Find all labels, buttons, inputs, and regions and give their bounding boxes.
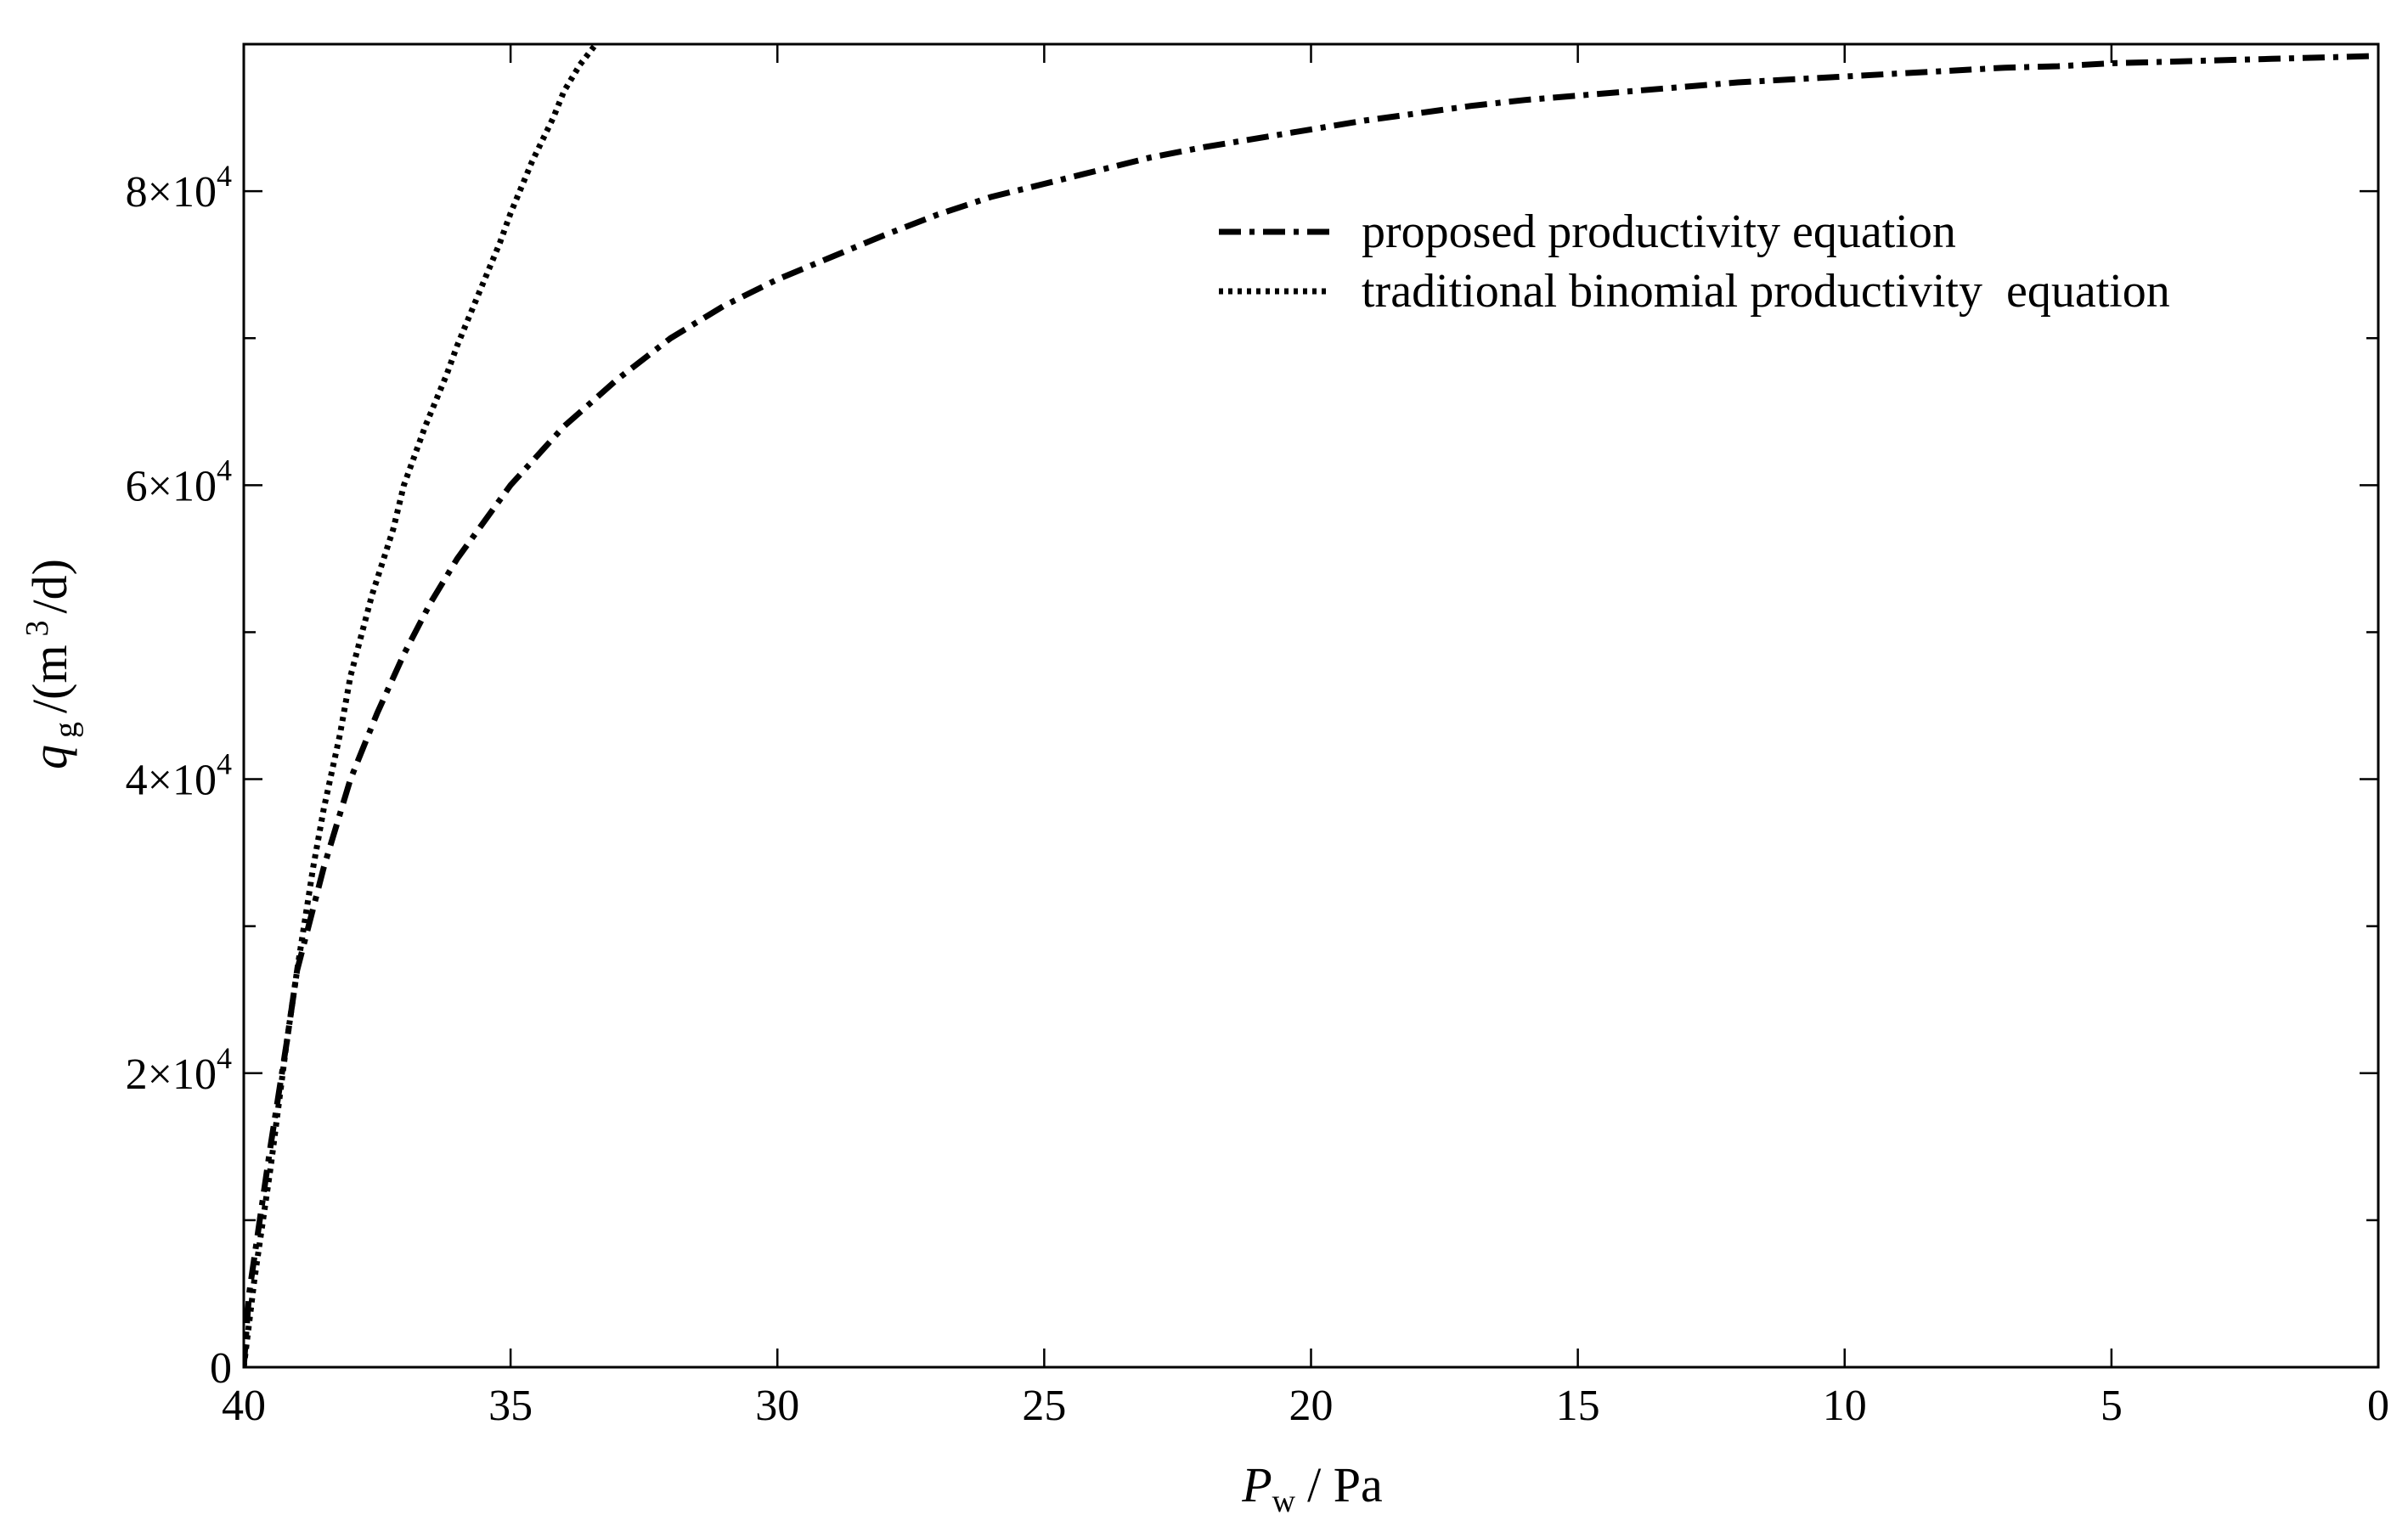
series-group <box>244 44 2378 1367</box>
x-tick-label: 30 <box>755 1382 799 1430</box>
series-line-proposed <box>244 53 2378 1367</box>
y-tick-label: 6×104 <box>126 453 232 510</box>
x-tick-label: 0 <box>2367 1382 2389 1430</box>
x-axis-var: P <box>1241 1457 1272 1512</box>
y-tick-label: 4×104 <box>126 747 232 805</box>
y-tick-label: 0 <box>210 1344 232 1393</box>
legend: proposed productivity equation tradition… <box>1219 206 2170 318</box>
tick-labels: 40 35 30 25 20 15 10 5 0 0 2×104 4×104 6×104 8×104 <box>126 159 2389 1430</box>
ticks <box>242 44 2380 1369</box>
x-tick-label: 20 <box>1289 1382 1334 1430</box>
legend-label-traditional: traditional binomial productivity equati… <box>1362 265 2170 318</box>
y-axis-unit-sup: 3 <box>20 620 55 636</box>
y-axis-unit-post: /d) <box>22 559 77 613</box>
x-tick-label: 35 <box>488 1382 533 1430</box>
x-axis-sub: w <box>1272 1484 1296 1519</box>
x-tick-label: 15 <box>1556 1382 1600 1430</box>
x-tick-label: 5 <box>2101 1382 2123 1430</box>
y-tick-label: 8×104 <box>126 159 232 217</box>
y-tick-label: 2×104 <box>126 1041 232 1099</box>
y-axis-var: q <box>22 745 77 769</box>
legend-label-proposed: proposed productivity equation <box>1362 206 1956 258</box>
x-tick-label: 40 <box>222 1382 266 1430</box>
x-axis-unit: / Pa <box>1307 1457 1383 1512</box>
plot-frame <box>242 42 2380 1369</box>
y-axis-sub: g <box>48 722 84 738</box>
x-tick-label: 10 <box>1823 1382 1867 1430</box>
y-axis-title: qg /(m 3/d) <box>20 559 84 769</box>
series-line-traditional <box>244 44 599 1367</box>
x-tick-label: 25 <box>1022 1382 1066 1430</box>
y-axis-unit-pre: /(m <box>22 645 77 713</box>
x-axis-title: Pw / Pa <box>1241 1457 1383 1519</box>
